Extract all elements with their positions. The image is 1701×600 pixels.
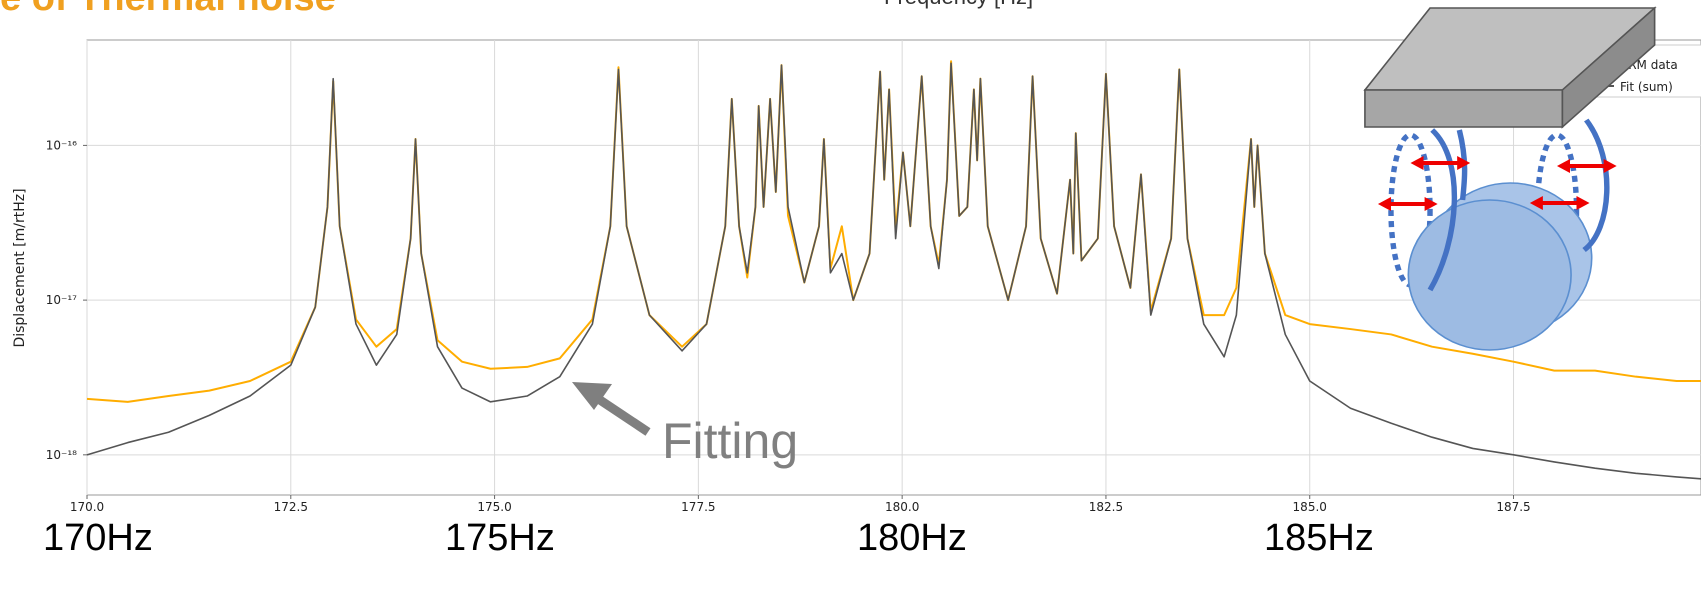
frequency-annotation: 175Hz (445, 517, 555, 559)
x-tick-label: 187.5 (1496, 500, 1530, 514)
fitting-label: Fitting (662, 413, 798, 469)
slide-title: e of Thermal noise (0, 0, 336, 19)
x-tick-label: 180.0 (885, 500, 919, 514)
data-line (86, 62, 1701, 480)
y-tick-label: 10⁻¹⁷ (46, 293, 77, 307)
mirror-illustration (1363, 6, 1657, 351)
fitting-arrow (572, 382, 651, 436)
x-tick-label: 185.0 (1293, 500, 1327, 514)
x-tick-label: 177.5 (681, 500, 715, 514)
frequency-annotation: 170Hz (43, 517, 153, 559)
x-tick-label: 182.5 (1089, 500, 1123, 514)
x-tick-label: 172.5 (274, 500, 308, 514)
frequency-annotation: 185Hz (1264, 517, 1374, 559)
y-tick-label: 10⁻¹⁸ (46, 448, 77, 462)
y-axis-label: Displacement [m/rtHz] (12, 188, 28, 347)
y-tick-label: 10⁻¹⁶ (46, 138, 77, 152)
x-tick-label: 175.0 (477, 500, 511, 514)
x-axis-label: Frequency [Hz] (884, 0, 1033, 9)
x-tick-label: 170.0 (70, 500, 104, 514)
legend-label: Fit (sum) (1620, 80, 1673, 94)
frequency-annotation: 180Hz (857, 517, 967, 559)
